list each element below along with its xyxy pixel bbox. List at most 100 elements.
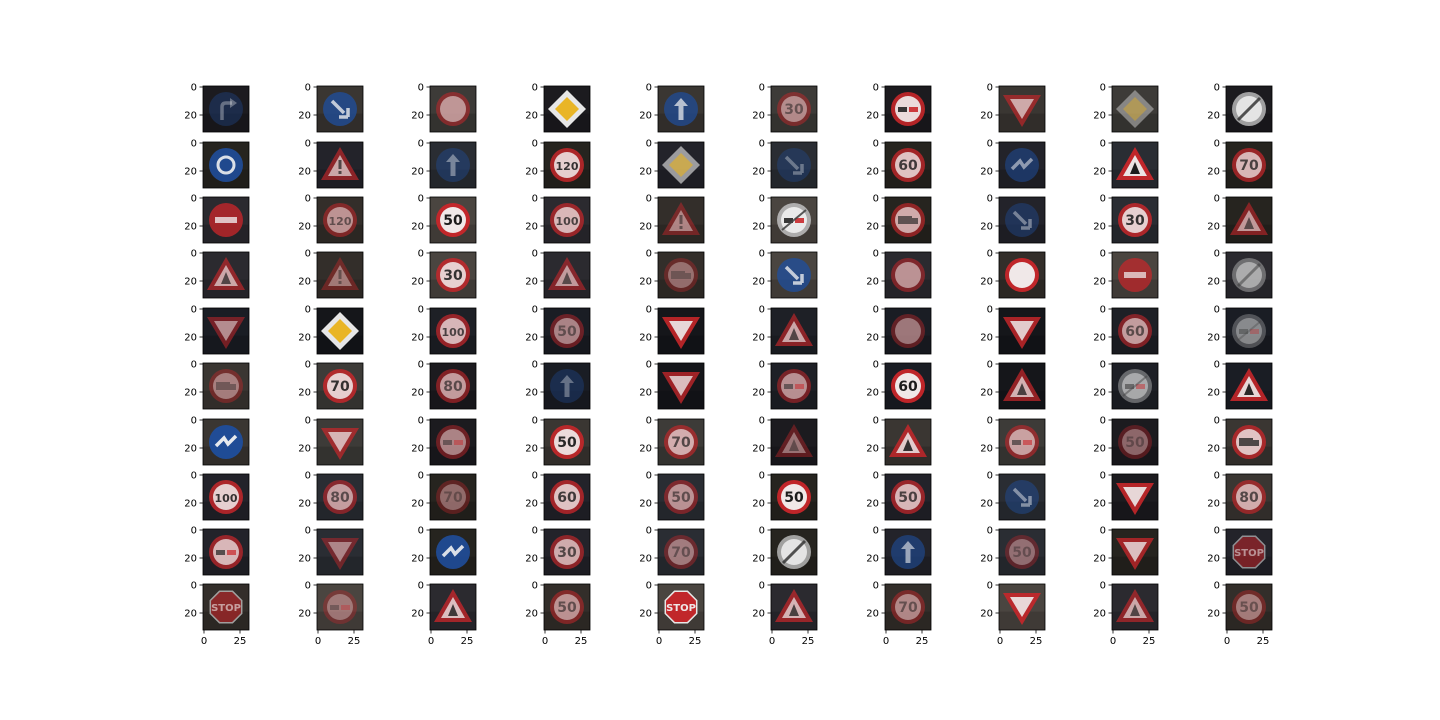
sign-panel: 120 0 20 — [298, 194, 364, 244]
panel-frame — [657, 362, 705, 410]
y-tick-label: 20 — [525, 554, 538, 565]
panel-frame — [884, 251, 932, 299]
sign-panel: 0 20 — [752, 526, 818, 576]
y-tick-label: 0 — [646, 249, 652, 260]
panel-frame — [770, 362, 818, 410]
y-tick-label: 20 — [298, 167, 311, 178]
y-tick-label: 20 — [980, 111, 993, 122]
y-tick-label: 0 — [759, 416, 765, 427]
svg-text:50: 50 — [557, 600, 577, 616]
y-tick-label: 20 — [866, 554, 879, 565]
sign-panel: 0 20 — [298, 249, 364, 299]
y-tick-label: 20 — [525, 444, 538, 455]
y-tick-label: 20 — [298, 388, 311, 399]
x-tick-label: 25 — [802, 636, 815, 647]
y-tick-label: 20 — [184, 609, 197, 620]
y-tick-label: 0 — [759, 581, 765, 592]
y-tick-label: 0 — [646, 416, 652, 427]
y-tick-label: 20 — [639, 111, 652, 122]
panel-frame — [543, 141, 591, 189]
panel-frame — [884, 362, 932, 410]
y-tick-label: 0 — [532, 305, 538, 316]
panel-frame — [202, 307, 250, 355]
x-tick-label: 25 — [1257, 636, 1270, 647]
panel-frame — [316, 418, 364, 466]
panel-frame — [316, 251, 364, 299]
panel-frame — [202, 196, 250, 244]
y-tick-label: 0 — [1214, 194, 1220, 205]
svg-text:50: 50 — [784, 490, 804, 506]
y-tick-label: 0 — [987, 581, 993, 592]
y-tick-label: 0 — [987, 416, 993, 427]
sign-panel: 0 20 — [184, 249, 250, 299]
panel-frame — [543, 85, 591, 133]
sign-panel: 0 20 — [411, 416, 477, 466]
y-tick-label: 20 — [639, 609, 652, 620]
y-tick-label: 0 — [987, 139, 993, 150]
y-tick-label: 0 — [873, 416, 879, 427]
y-tick-label: 0 — [418, 194, 424, 205]
y-tick-label: 20 — [639, 222, 652, 233]
sign-panel: 0 20 — [1093, 249, 1159, 299]
sign-panel: 0 20 — [866, 194, 932, 244]
y-tick-label: 0 — [305, 581, 311, 592]
panel-frame — [316, 473, 364, 521]
y-tick-label: 0 — [305, 305, 311, 316]
svg-text:100: 100 — [215, 492, 238, 505]
y-tick-label: 0 — [987, 305, 993, 316]
panel-frame — [1225, 362, 1273, 410]
y-tick-label: 0 — [1214, 526, 1220, 537]
y-tick-label: 20 — [752, 333, 765, 344]
panel-frame — [1225, 528, 1273, 576]
sign-panel: 70 0 20 — [1207, 139, 1273, 189]
svg-text:50: 50 — [1125, 435, 1145, 451]
panel-frame — [543, 473, 591, 521]
svg-text:50: 50 — [557, 435, 577, 451]
y-tick-label: 20 — [866, 277, 879, 288]
y-tick-label: 0 — [987, 526, 993, 537]
panel-frame — [1111, 473, 1159, 521]
y-tick-label: 20 — [411, 333, 424, 344]
y-tick-label: 0 — [873, 83, 879, 94]
y-tick-label: 0 — [418, 416, 424, 427]
sign-panel: 50 0 20 — [639, 471, 705, 521]
y-tick-label: 20 — [752, 444, 765, 455]
panel-frame — [1225, 251, 1273, 299]
panel-frame — [770, 85, 818, 133]
y-tick-label: 20 — [298, 444, 311, 455]
sign-panel: 80 0 20 — [1207, 471, 1273, 521]
svg-text:70: 70 — [898, 600, 918, 616]
x-tick-label: 0 — [656, 636, 662, 647]
panel-frame — [543, 307, 591, 355]
panel-frame — [202, 528, 250, 576]
panel-frame — [543, 528, 591, 576]
y-tick-label: 20 — [184, 167, 197, 178]
y-tick-label: 0 — [759, 360, 765, 371]
sign-panel: 0 20 — [184, 194, 250, 244]
y-tick-label: 20 — [1207, 222, 1220, 233]
y-tick-label: 0 — [646, 360, 652, 371]
panel-frame — [1225, 473, 1273, 521]
sign-panel: 0 20 — [298, 83, 364, 133]
y-tick-label: 0 — [532, 526, 538, 537]
sign-panel: 0 20 — [1207, 416, 1273, 466]
y-tick-label: 0 — [1100, 194, 1106, 205]
y-tick-label: 20 — [1093, 167, 1106, 178]
svg-text:50: 50 — [1239, 600, 1259, 616]
y-tick-label: 20 — [980, 388, 993, 399]
y-tick-label: 20 — [411, 609, 424, 620]
svg-text:120: 120 — [556, 160, 579, 173]
y-tick-label: 0 — [646, 581, 652, 592]
y-tick-label: 0 — [646, 139, 652, 150]
y-tick-label: 20 — [639, 554, 652, 565]
y-tick-label: 0 — [305, 83, 311, 94]
panel-frame — [657, 85, 705, 133]
y-tick-label: 20 — [411, 554, 424, 565]
y-tick-label: 0 — [759, 139, 765, 150]
y-tick-label: 20 — [525, 167, 538, 178]
y-tick-label: 0 — [646, 471, 652, 482]
y-tick-label: 20 — [1207, 277, 1220, 288]
y-tick-label: 0 — [418, 471, 424, 482]
y-tick-label: 0 — [418, 305, 424, 316]
x-tick-label: 25 — [348, 636, 361, 647]
